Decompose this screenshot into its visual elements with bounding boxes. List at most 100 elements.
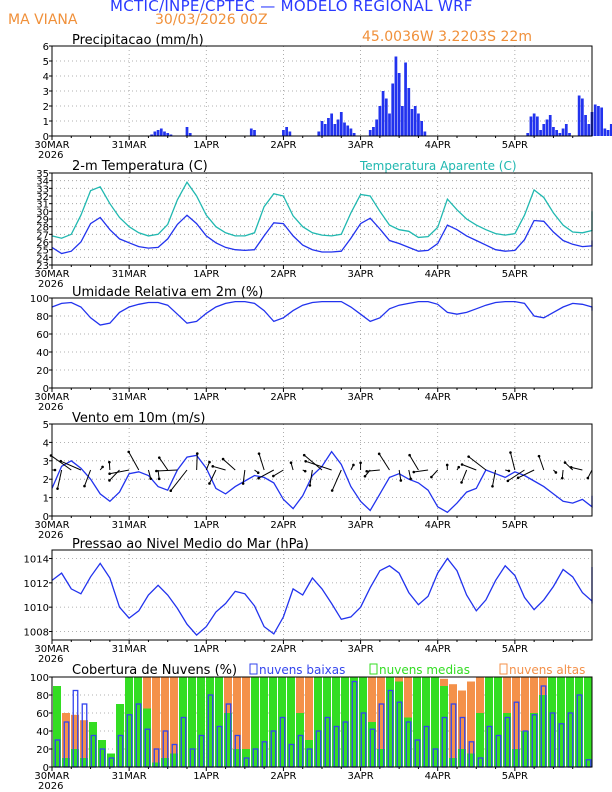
x-tick-label: 4APR <box>425 771 451 782</box>
y-tick-label: 1 <box>43 117 49 128</box>
wind-arrow-head <box>56 487 59 490</box>
x-tick-label: 5APR <box>502 644 528 655</box>
cloud-bar <box>422 677 430 767</box>
cloud-bar <box>242 677 250 767</box>
wind-arrow-head <box>257 476 260 480</box>
legend-label: nuvens altas <box>509 663 585 677</box>
precip-bar <box>336 119 340 136</box>
x-tick-label: 30MAR <box>34 392 69 403</box>
wind-arrow-head <box>302 453 306 457</box>
cloud-bar <box>350 677 358 767</box>
wind-arrow-head <box>457 465 461 469</box>
panel-5: Pressao ao Nivel Medio do Mar (hPa) 1008 1… <box>24 537 593 665</box>
panel-frame <box>51 172 593 266</box>
precip-bar <box>545 119 549 136</box>
wind-arrow <box>309 469 313 486</box>
wind-arrow <box>331 469 342 491</box>
cloud-bar <box>548 677 556 767</box>
wind-arrow-head <box>108 472 111 476</box>
precip-bar <box>150 134 154 136</box>
cloud-bar <box>143 708 151 767</box>
wind-arrow <box>491 469 497 487</box>
precip-bar <box>346 125 350 136</box>
cloud-bar <box>476 713 484 767</box>
x-tick-label: 4APR <box>425 269 451 280</box>
cloud-bar <box>278 677 286 767</box>
chart-header-title: MCTIC/INPE/CPTEC — MODELO REGIONAL WRF <box>110 0 473 15</box>
wind-arrow <box>561 469 564 479</box>
cloud-bar <box>395 681 403 767</box>
y-tick-label: 3 <box>43 457 49 468</box>
legend-label: nuvens medias <box>379 663 470 677</box>
y-tick-label: 29 <box>36 215 49 226</box>
precip-bar <box>413 106 417 136</box>
coordinates-label: 45.0036W 3.2203S 22m <box>362 29 532 45</box>
wind-arrow <box>509 452 516 471</box>
wind-arrow-head <box>53 468 57 472</box>
precip-bar <box>587 124 591 136</box>
precip-bar <box>558 133 562 136</box>
wind-arrow-head <box>412 470 416 474</box>
cloud-bar <box>467 753 475 767</box>
y-tick-label: 26 <box>36 238 49 249</box>
wind-arrow-head <box>157 477 161 481</box>
precip-bar <box>153 131 157 136</box>
x-tick-label: 5APR <box>502 771 528 782</box>
wind-arrow-head <box>560 476 564 480</box>
wind-arrow-head <box>101 465 104 469</box>
cloud-bar <box>206 677 214 767</box>
cloud-bar <box>323 677 331 767</box>
panel-frame <box>51 423 593 517</box>
precip-bar <box>323 124 327 136</box>
wind-arrow <box>156 469 178 472</box>
x-tick-label: 2APR <box>270 269 296 280</box>
wind-arrow-head <box>563 461 567 464</box>
precip-bar <box>317 131 321 136</box>
wind-arrow <box>108 462 111 471</box>
legend-swatch <box>249 663 258 675</box>
cloud-bar <box>467 681 475 767</box>
wind-arrow-head <box>586 476 590 480</box>
x-year-label: 2026 <box>38 530 63 541</box>
y-tick-label: 0 <box>43 763 49 774</box>
x-tick-label: 2APR <box>270 771 296 782</box>
precip-bar <box>166 133 170 136</box>
x-tick-label: 3APR <box>347 269 373 280</box>
precip-bar <box>417 113 420 136</box>
wind-arrow-head <box>127 450 131 454</box>
cloud-bar <box>575 677 583 767</box>
y-tick-label: 1008 <box>24 627 49 638</box>
series-line <box>51 300 593 326</box>
wind-arrow-head <box>256 471 260 475</box>
precip-bar <box>388 113 391 136</box>
y-tick-label: 40 <box>36 727 49 738</box>
cloud-bar <box>188 677 196 767</box>
precip-bar <box>539 130 542 136</box>
cloud-bar <box>377 749 385 767</box>
panel-title: Cobertura de Nuvens (%) <box>72 663 237 678</box>
precip-bar <box>580 98 584 136</box>
wind-arrow-head <box>467 455 470 458</box>
x-tick-label: 1APR <box>193 140 219 151</box>
y-tick-label: 35 <box>36 169 49 180</box>
precip-bar <box>577 95 581 136</box>
y-tick-label: 80 <box>36 691 49 702</box>
precip-bar <box>159 128 163 136</box>
cloud-bar <box>566 677 574 767</box>
panel-2: 2-m Temperatura (C) Temperatura Aparente … <box>34 159 593 290</box>
cloud-bar <box>161 758 169 767</box>
y-tick-label: 25 <box>36 246 49 257</box>
wind-arrow <box>258 453 265 471</box>
precip-bar <box>352 133 356 136</box>
precip-bar <box>529 116 533 136</box>
wind-arrow-head <box>330 489 334 492</box>
wind-arrow-head <box>241 482 245 485</box>
x-tick-label: 3APR <box>347 140 373 151</box>
wind-arrow <box>587 469 593 479</box>
precip-bar <box>568 133 571 136</box>
wind-arrow <box>366 469 380 472</box>
x-tick-label: 31MAR <box>112 392 147 403</box>
x-tick-label: 2APR <box>270 392 296 403</box>
precip-bar <box>603 128 607 136</box>
